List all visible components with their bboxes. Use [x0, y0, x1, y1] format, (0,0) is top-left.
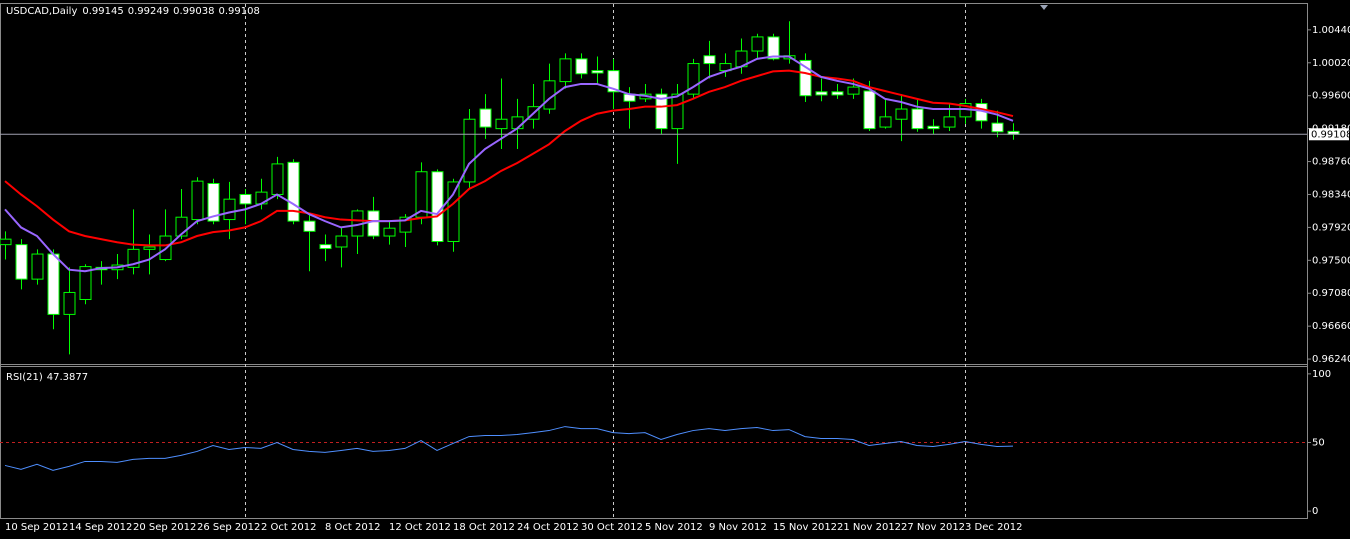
candle-body [463, 118, 476, 183]
x-tick-label: 10 Sep 2012 [5, 522, 68, 533]
candle-body [335, 235, 348, 248]
y-tick-label: 0.98760 [1312, 157, 1350, 168]
candle-body [655, 93, 668, 130]
candle-body [895, 108, 908, 120]
x-tick-label: 30 Oct 2012 [581, 522, 643, 533]
candle-body [127, 248, 140, 268]
high-value: 0.99249 [128, 6, 169, 17]
y-tick-label: 0.96660 [1312, 321, 1350, 332]
y-tick-label: 0.96240 [1312, 354, 1350, 365]
moving-average [4, 55, 1014, 273]
shift-marker [1040, 5, 1048, 10]
candle-body [831, 91, 844, 96]
candle-body [367, 210, 380, 237]
x-tick-label: 24 Oct 2012 [517, 522, 579, 533]
indicator-line [4, 426, 1014, 471]
x-tick-label: 18 Oct 2012 [453, 522, 515, 533]
candle-body [271, 163, 284, 195]
candle-body [879, 116, 892, 128]
y-tick-label: 0 [1312, 506, 1318, 517]
y-tick-label: 100 [1312, 369, 1331, 380]
candle-body [383, 227, 396, 237]
candle-body [575, 58, 588, 75]
moving-average [4, 69, 1014, 247]
candle-body [927, 125, 940, 130]
x-tick-label: 3 Dec 2012 [965, 522, 1023, 533]
close-value: 0.99108 [218, 6, 259, 17]
candle-body [479, 108, 492, 128]
candle-body [703, 55, 716, 65]
x-tick-label: 12 Oct 2012 [389, 522, 451, 533]
candle-body [223, 198, 236, 221]
candle-body [399, 216, 412, 233]
candle-body [447, 181, 460, 243]
indicator-value: 47.3877 [47, 372, 88, 383]
candle-body [303, 220, 316, 232]
x-tick-label: 21 Nov 2012 [837, 522, 901, 533]
symbol: USDCAD,Daily [6, 6, 77, 17]
x-tick-label: 9 Nov 2012 [709, 522, 767, 533]
y-tick-label: 0.99600 [1312, 91, 1350, 102]
candle-body [559, 58, 572, 83]
y-tick-label: 1.00020 [1312, 58, 1350, 69]
x-tick-label: 27 Nov 2012 [901, 522, 965, 533]
x-tick-label: 2 Oct 2012 [261, 522, 316, 533]
candle-body [863, 90, 876, 130]
x-tick-label: 14 Sep 2012 [69, 522, 132, 533]
last-price-box [1309, 128, 1349, 141]
x-tick-label: 5 Nov 2012 [645, 522, 703, 533]
candle-body [143, 246, 156, 250]
low-value: 0.99038 [173, 6, 214, 17]
x-tick-label: 15 Nov 2012 [773, 522, 837, 533]
candle-body [319, 244, 332, 250]
candle-body [671, 93, 684, 130]
chart-header: USDCAD,Daily 0.99145 0.99249 0.99038 0.99108 [6, 6, 260, 17]
candle-body [47, 253, 60, 315]
open-value: 0.99145 [82, 6, 123, 17]
candle-body [767, 36, 780, 60]
candle-body [431, 171, 444, 243]
x-tick-label: 20 Sep 2012 [133, 522, 196, 533]
candle-body [943, 116, 956, 128]
candle-body [79, 266, 92, 301]
y-tick-label: 50 [1312, 438, 1325, 449]
candle-body [15, 244, 28, 280]
candle-body [0, 238, 12, 246]
candle-body [815, 91, 828, 96]
x-tick-label: 8 Oct 2012 [325, 522, 380, 533]
candle-body [495, 118, 508, 130]
y-tick-label: 1.00440 [1312, 25, 1350, 36]
x-tick-label: 26 Sep 2012 [197, 522, 260, 533]
candle-body [287, 161, 300, 222]
candle-body [751, 36, 764, 52]
candle-body [847, 86, 860, 95]
candle-body [911, 108, 924, 130]
candle-body [175, 216, 188, 237]
candle-body [799, 59, 812, 97]
frame [0, 3, 1308, 519]
candle-body [591, 70, 604, 74]
y-tick-label: 0.97500 [1312, 255, 1350, 266]
y-tick-label: 0.98340 [1312, 189, 1350, 200]
indicator-header: RSI(21) 47.3877 [6, 372, 88, 383]
candle-body [687, 63, 700, 95]
candle-body [607, 70, 620, 93]
last-price-label: 0.99108 [1311, 129, 1350, 140]
candle-body [239, 193, 252, 205]
candle-body [63, 291, 76, 315]
plot-border [0, 3, 1308, 519]
y-tick-label: 0.97080 [1312, 288, 1350, 299]
candle-body [31, 253, 44, 280]
candle-body [191, 180, 204, 221]
indicator-name: RSI(21) [6, 372, 43, 383]
candle-body [991, 122, 1004, 133]
y-tick-label: 0.97920 [1312, 222, 1350, 233]
candle-body [207, 183, 220, 222]
